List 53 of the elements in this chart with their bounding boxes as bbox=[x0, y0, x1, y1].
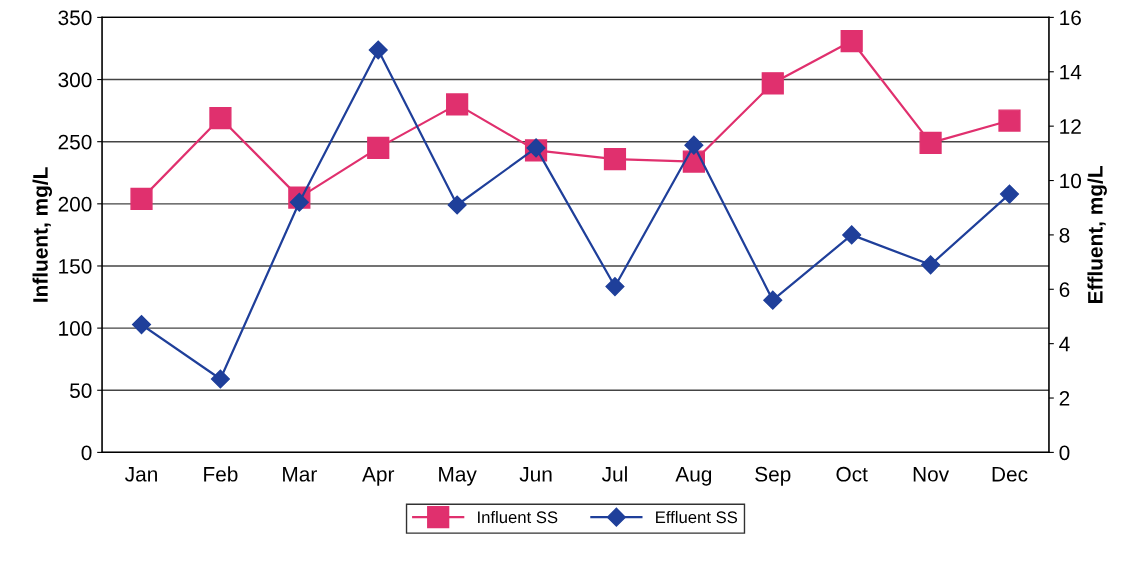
point bbox=[131, 315, 152, 335]
y2-tick-label: 2 bbox=[1059, 391, 1070, 406]
x-tick-label: Aug bbox=[675, 467, 712, 486]
point bbox=[919, 131, 942, 155]
point bbox=[368, 40, 388, 60]
y-tick-label: 150 bbox=[59, 258, 92, 274]
x-tick-label: Oct bbox=[836, 466, 868, 482]
point bbox=[840, 29, 863, 53]
point bbox=[289, 192, 309, 212]
x-tick-label: Apr bbox=[362, 467, 395, 486]
point bbox=[921, 255, 941, 275]
x-tick-label: Mar bbox=[283, 467, 317, 482]
point bbox=[447, 195, 467, 215]
y-tick-label: 200 bbox=[58, 196, 92, 212]
x-tick-label: Dec bbox=[992, 467, 1028, 482]
x-tick-label: Nov bbox=[913, 467, 950, 482]
point bbox=[209, 106, 232, 130]
point bbox=[763, 290, 783, 310]
y2-tick-label: 4 bbox=[1059, 336, 1070, 352]
y2-tick-label: 8 bbox=[1059, 227, 1070, 243]
x-tick-label: Jan bbox=[125, 467, 157, 482]
point bbox=[684, 135, 704, 155]
y-tick-label: 50 bbox=[70, 383, 92, 399]
y2-tick-label: 10 bbox=[1060, 173, 1082, 189]
y2-tick-label: 16 bbox=[1060, 10, 1081, 26]
x-tick-label: May bbox=[439, 467, 477, 486]
y-tick-label: 350 bbox=[58, 10, 92, 26]
y2-tick-label: 0 bbox=[1059, 445, 1070, 461]
point bbox=[761, 72, 784, 95]
y-tick-label: 100 bbox=[59, 321, 92, 336]
point bbox=[842, 225, 862, 245]
point bbox=[998, 109, 1021, 132]
x-tick-label: Jun bbox=[519, 467, 552, 482]
point bbox=[999, 184, 1020, 204]
y-tick-label: 0 bbox=[81, 445, 92, 461]
x-tick-label: Feb bbox=[204, 466, 238, 482]
x-tick-label: Jul bbox=[601, 466, 627, 482]
legend-label: Effluent SS bbox=[656, 510, 738, 524]
point bbox=[210, 369, 230, 389]
point bbox=[603, 147, 627, 171]
point bbox=[605, 277, 625, 297]
legend-label: Influent SS bbox=[478, 510, 558, 524]
point bbox=[367, 136, 390, 160]
y-axis-title: Influent, mg/L bbox=[32, 167, 53, 302]
y2-tick-label: 14 bbox=[1060, 64, 1082, 80]
point bbox=[130, 187, 153, 210]
y2-axis-title: Effluent, mg/L bbox=[1087, 166, 1107, 303]
y2-tick-label: 6 bbox=[1059, 282, 1070, 298]
y2-tick-label: 12 bbox=[1060, 119, 1081, 134]
x-tick-label: Sep bbox=[755, 466, 791, 486]
point bbox=[446, 93, 469, 116]
y-tick-label: 250 bbox=[58, 134, 92, 150]
y-tick-label: 300 bbox=[58, 72, 92, 88]
